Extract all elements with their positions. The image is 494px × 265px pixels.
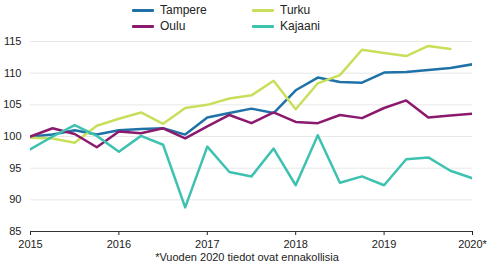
html-text:Tampere: Tampere	[160, 3, 207, 17]
svg-text:115: 115	[4, 35, 22, 47]
svg-text:95: 95	[9, 162, 21, 174]
html-text:Kajaani: Kajaani	[280, 19, 320, 33]
svg-text:2017: 2017	[195, 238, 219, 250]
svg-text:2016: 2016	[107, 238, 131, 250]
svg-text:85: 85	[9, 225, 21, 237]
svg-text:2015: 2015	[18, 238, 42, 250]
svg-text:2019: 2019	[372, 238, 396, 250]
svg-text:105: 105	[3, 98, 21, 110]
svg-text:2020*: 2020*	[458, 238, 487, 250]
html-text:*Vuoden 2020 tiedot ovat ennak: *Vuoden 2020 tiedot ovat ennakollisia	[155, 251, 339, 263]
svg-text:90: 90	[9, 193, 21, 205]
svg-text:2018: 2018	[283, 238, 307, 250]
svg-text:110: 110	[4, 67, 22, 79]
html-text:Turku: Turku	[280, 3, 311, 17]
svg-text:100: 100	[3, 130, 21, 142]
html-text:Oulu: Oulu	[160, 19, 186, 33]
